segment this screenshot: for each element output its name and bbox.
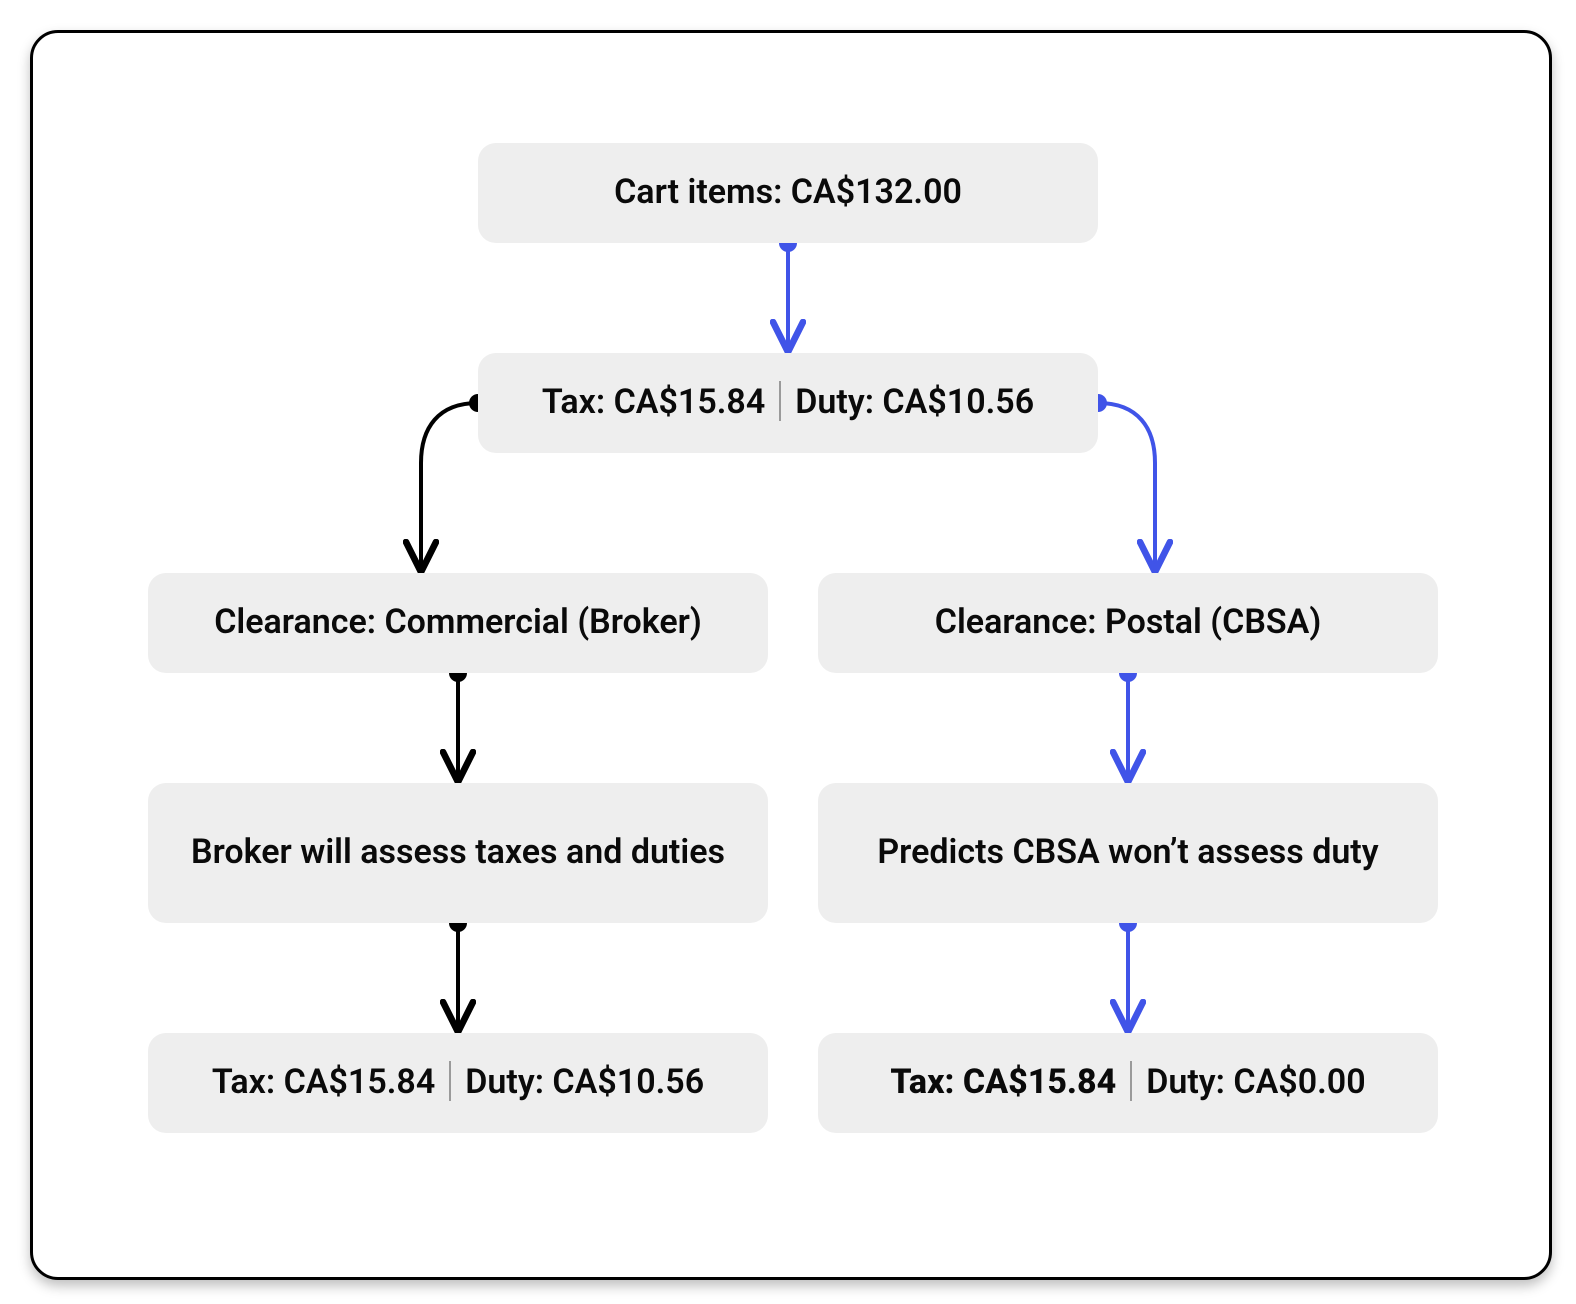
edge-curve bbox=[421, 403, 478, 569]
separator bbox=[1130, 1061, 1132, 1100]
node-label-left-bold: Tax: CA$15.84 bbox=[890, 1060, 1116, 1106]
node-label: Predicts CBSA won’t assess duty bbox=[877, 830, 1378, 876]
node-clearance-postal: Clearance: Postal (CBSA) bbox=[818, 573, 1438, 673]
node-broker-assess: Broker will assess taxes and duties bbox=[148, 783, 768, 923]
node-result-left: Tax: CA$15.84 Duty: CA$10.56 bbox=[148, 1033, 768, 1133]
node-label-right: Duty: CA$0.00 bbox=[1146, 1060, 1365, 1106]
separator bbox=[779, 381, 781, 420]
node-label: Clearance: Commercial (Broker) bbox=[214, 600, 702, 646]
node-label: Clearance: Postal (CBSA) bbox=[935, 600, 1322, 646]
node-label-left: Tax: CA$15.84 bbox=[542, 380, 765, 426]
diagram-frame: Cart items: CA$132.00 Tax: CA$15.84 Duty… bbox=[30, 30, 1552, 1280]
node-label-left: Tax: CA$15.84 bbox=[212, 1060, 435, 1106]
node-label: Cart items: CA$132.00 bbox=[614, 170, 962, 216]
edge-curve bbox=[1098, 403, 1155, 569]
node-taxduty: Tax: CA$15.84 Duty: CA$10.56 bbox=[478, 353, 1098, 453]
node-cart: Cart items: CA$132.00 bbox=[478, 143, 1098, 243]
node-clearance-commercial: Clearance: Commercial (Broker) bbox=[148, 573, 768, 673]
node-label-right: Duty: CA$10.56 bbox=[465, 1060, 704, 1106]
node-label: Broker will assess taxes and duties bbox=[191, 830, 725, 876]
node-result-right: Tax: CA$15.84 Duty: CA$0.00 bbox=[818, 1033, 1438, 1133]
node-cbsa-predict: Predicts CBSA won’t assess duty bbox=[818, 783, 1438, 923]
node-label-right: Duty: CA$10.56 bbox=[795, 380, 1034, 426]
separator bbox=[449, 1061, 451, 1100]
